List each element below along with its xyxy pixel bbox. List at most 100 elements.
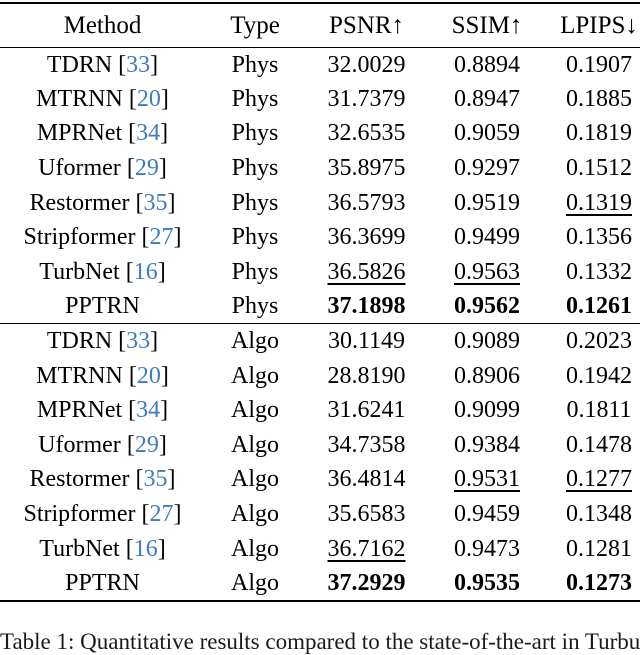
citation-brackets: [35] — [129, 189, 176, 216]
results-table: Method Type PSNR↑ SSIM↑ LPIPS↓ TDRN [33] Phys… — [0, 2, 640, 602]
method-cell: PPTRN — [0, 566, 205, 601]
ssim-value: 0.9089 — [454, 328, 520, 355]
lpips-value: 0.1273 — [566, 569, 632, 596]
citation-number[interactable]: 34 — [136, 397, 161, 424]
table-row-uformer-algo: Uformer [29] Algo 34.7358 0.9384 0.1478 — [0, 428, 640, 463]
psnr-value: 36.3699 — [327, 224, 406, 251]
citation-number[interactable]: 16 — [133, 535, 158, 562]
table-row-restormer-algo: Restormer [35] Algo 36.4814 0.9531 0.1277 — [0, 462, 640, 497]
citation-number[interactable]: 16 — [133, 258, 158, 285]
citation-brackets: [33] — [112, 51, 159, 78]
ssim-value: 0.9099 — [454, 397, 520, 424]
type-cell: Phys — [231, 120, 279, 147]
citation-brackets: [29] — [120, 431, 167, 458]
citation-brackets: [20] — [122, 85, 169, 112]
ssim-value: 0.9473 — [454, 535, 520, 562]
table-row-pptrn-phys: PPTRN Phys 37.1898 0.9562 0.1261 — [0, 289, 640, 324]
type-cell: Phys — [231, 258, 279, 285]
type-cell: Algo — [231, 431, 279, 458]
psnr-value: 31.6241 — [327, 397, 406, 424]
citation-brackets: [33] — [112, 328, 159, 355]
type-cell: Algo — [231, 466, 279, 493]
citation-number[interactable]: 35 — [143, 189, 168, 216]
ssim-value: 0.9384 — [454, 431, 520, 458]
psnr-value: 28.8190 — [327, 362, 406, 389]
method-cell: Uformer [29] — [0, 428, 205, 463]
col-header-type: Type — [230, 11, 280, 39]
psnr-value: 35.8975 — [327, 155, 406, 182]
header-row: Method Type PSNR↑ SSIM↑ LPIPS↓ — [0, 3, 640, 47]
method-name: Uformer — [38, 155, 121, 182]
ssim-value: 0.9531 — [454, 466, 520, 493]
psnr-value: 36.4814 — [327, 466, 406, 493]
lpips-value: 0.1277 — [566, 466, 632, 493]
citation-number[interactable]: 20 — [136, 362, 161, 389]
citation-number[interactable]: 33 — [126, 328, 151, 355]
method-name: MTRNN — [36, 362, 123, 389]
method-name: Restormer — [29, 466, 130, 493]
method-cell: TDRN [33] — [0, 47, 205, 82]
type-cell: Phys — [231, 224, 279, 251]
ssim-value: 0.9297 — [454, 155, 520, 182]
citation-number[interactable]: 29 — [134, 431, 159, 458]
table-row-uformer-phys: Uformer [29] Phys 35.8975 0.9297 0.1512 — [0, 151, 640, 186]
method-name: Restormer — [29, 189, 130, 216]
type-cell: Algo — [231, 397, 279, 424]
method-cell: MTRNN [20] — [0, 358, 205, 393]
psnr-value: 35.6583 — [327, 501, 406, 528]
lpips-value: 0.1885 — [566, 85, 632, 112]
citation-number[interactable]: 33 — [126, 51, 151, 78]
lpips-value: 0.1261 — [566, 293, 632, 320]
ssim-value: 0.9499 — [454, 224, 520, 251]
method-name: MPRNet — [36, 120, 123, 147]
citation-brackets: [20] — [122, 362, 169, 389]
lpips-value: 0.1907 — [566, 51, 632, 78]
psnr-value: 31.7379 — [327, 85, 406, 112]
type-cell: Algo — [231, 501, 279, 528]
table-row-tdrn-phys: TDRN [33] Phys 32.0029 0.8894 0.1907 — [0, 47, 640, 82]
method-cell: MPRNet [34] — [0, 116, 205, 151]
col-header-lpips: LPIPS↓ — [560, 11, 638, 39]
method-cell: PPTRN — [0, 289, 205, 324]
table-row-mprnet-algo: MPRNet [34] Algo 31.6241 0.9099 0.1811 — [0, 393, 640, 428]
method-cell: Uformer [29] — [0, 151, 205, 186]
psnr-value: 37.2929 — [327, 569, 406, 596]
psnr-value: 36.5826 — [327, 258, 406, 285]
type-cell: Phys — [231, 189, 279, 216]
lpips-value: 0.1348 — [566, 501, 632, 528]
method-cell: MPRNet [34] — [0, 393, 205, 428]
method-cell: TurbNet [16] — [0, 531, 205, 566]
ssim-value: 0.9563 — [454, 258, 520, 285]
method-cell: MTRNN [20] — [0, 82, 205, 117]
lpips-value: 0.1942 — [566, 362, 632, 389]
lpips-value: 0.1356 — [566, 224, 632, 251]
col-header-ssim: SSIM↑ — [451, 11, 523, 39]
citation-brackets: [34] — [122, 120, 169, 147]
citation-number[interactable]: 29 — [134, 155, 159, 182]
lpips-value: 0.1281 — [566, 535, 632, 562]
type-cell: Algo — [231, 328, 279, 355]
ssim-value: 0.9519 — [454, 189, 520, 216]
ssim-value: 0.8947 — [454, 85, 520, 112]
table-row-pptrn-algo: PPTRN Algo 37.2929 0.9535 0.1273 — [0, 566, 640, 601]
ssim-value: 0.9562 — [454, 293, 520, 320]
citation-brackets: [29] — [120, 155, 167, 182]
method-name: Stripformer — [23, 501, 136, 528]
method-name: TurbNet — [39, 535, 120, 562]
table-row-mtrnn-algo: MTRNN [20] Algo 28.8190 0.8906 0.1942 — [0, 358, 640, 393]
citation-number[interactable]: 20 — [136, 85, 161, 112]
psnr-value: 34.7358 — [327, 431, 406, 458]
citation-number[interactable]: 27 — [149, 224, 174, 251]
type-cell: Phys — [231, 155, 279, 182]
citation-number[interactable]: 34 — [136, 120, 161, 147]
method-name: TDRN — [46, 328, 113, 355]
citation-number[interactable]: 35 — [143, 466, 168, 493]
citation-number[interactable]: 27 — [149, 501, 174, 528]
type-cell: Phys — [231, 51, 279, 78]
method-cell: TDRN [33] — [0, 324, 205, 359]
psnr-value: 36.5793 — [327, 189, 406, 216]
ssim-value: 0.9459 — [454, 501, 520, 528]
citation-brackets: [27] — [135, 501, 182, 528]
method-name: Stripformer — [23, 224, 136, 251]
